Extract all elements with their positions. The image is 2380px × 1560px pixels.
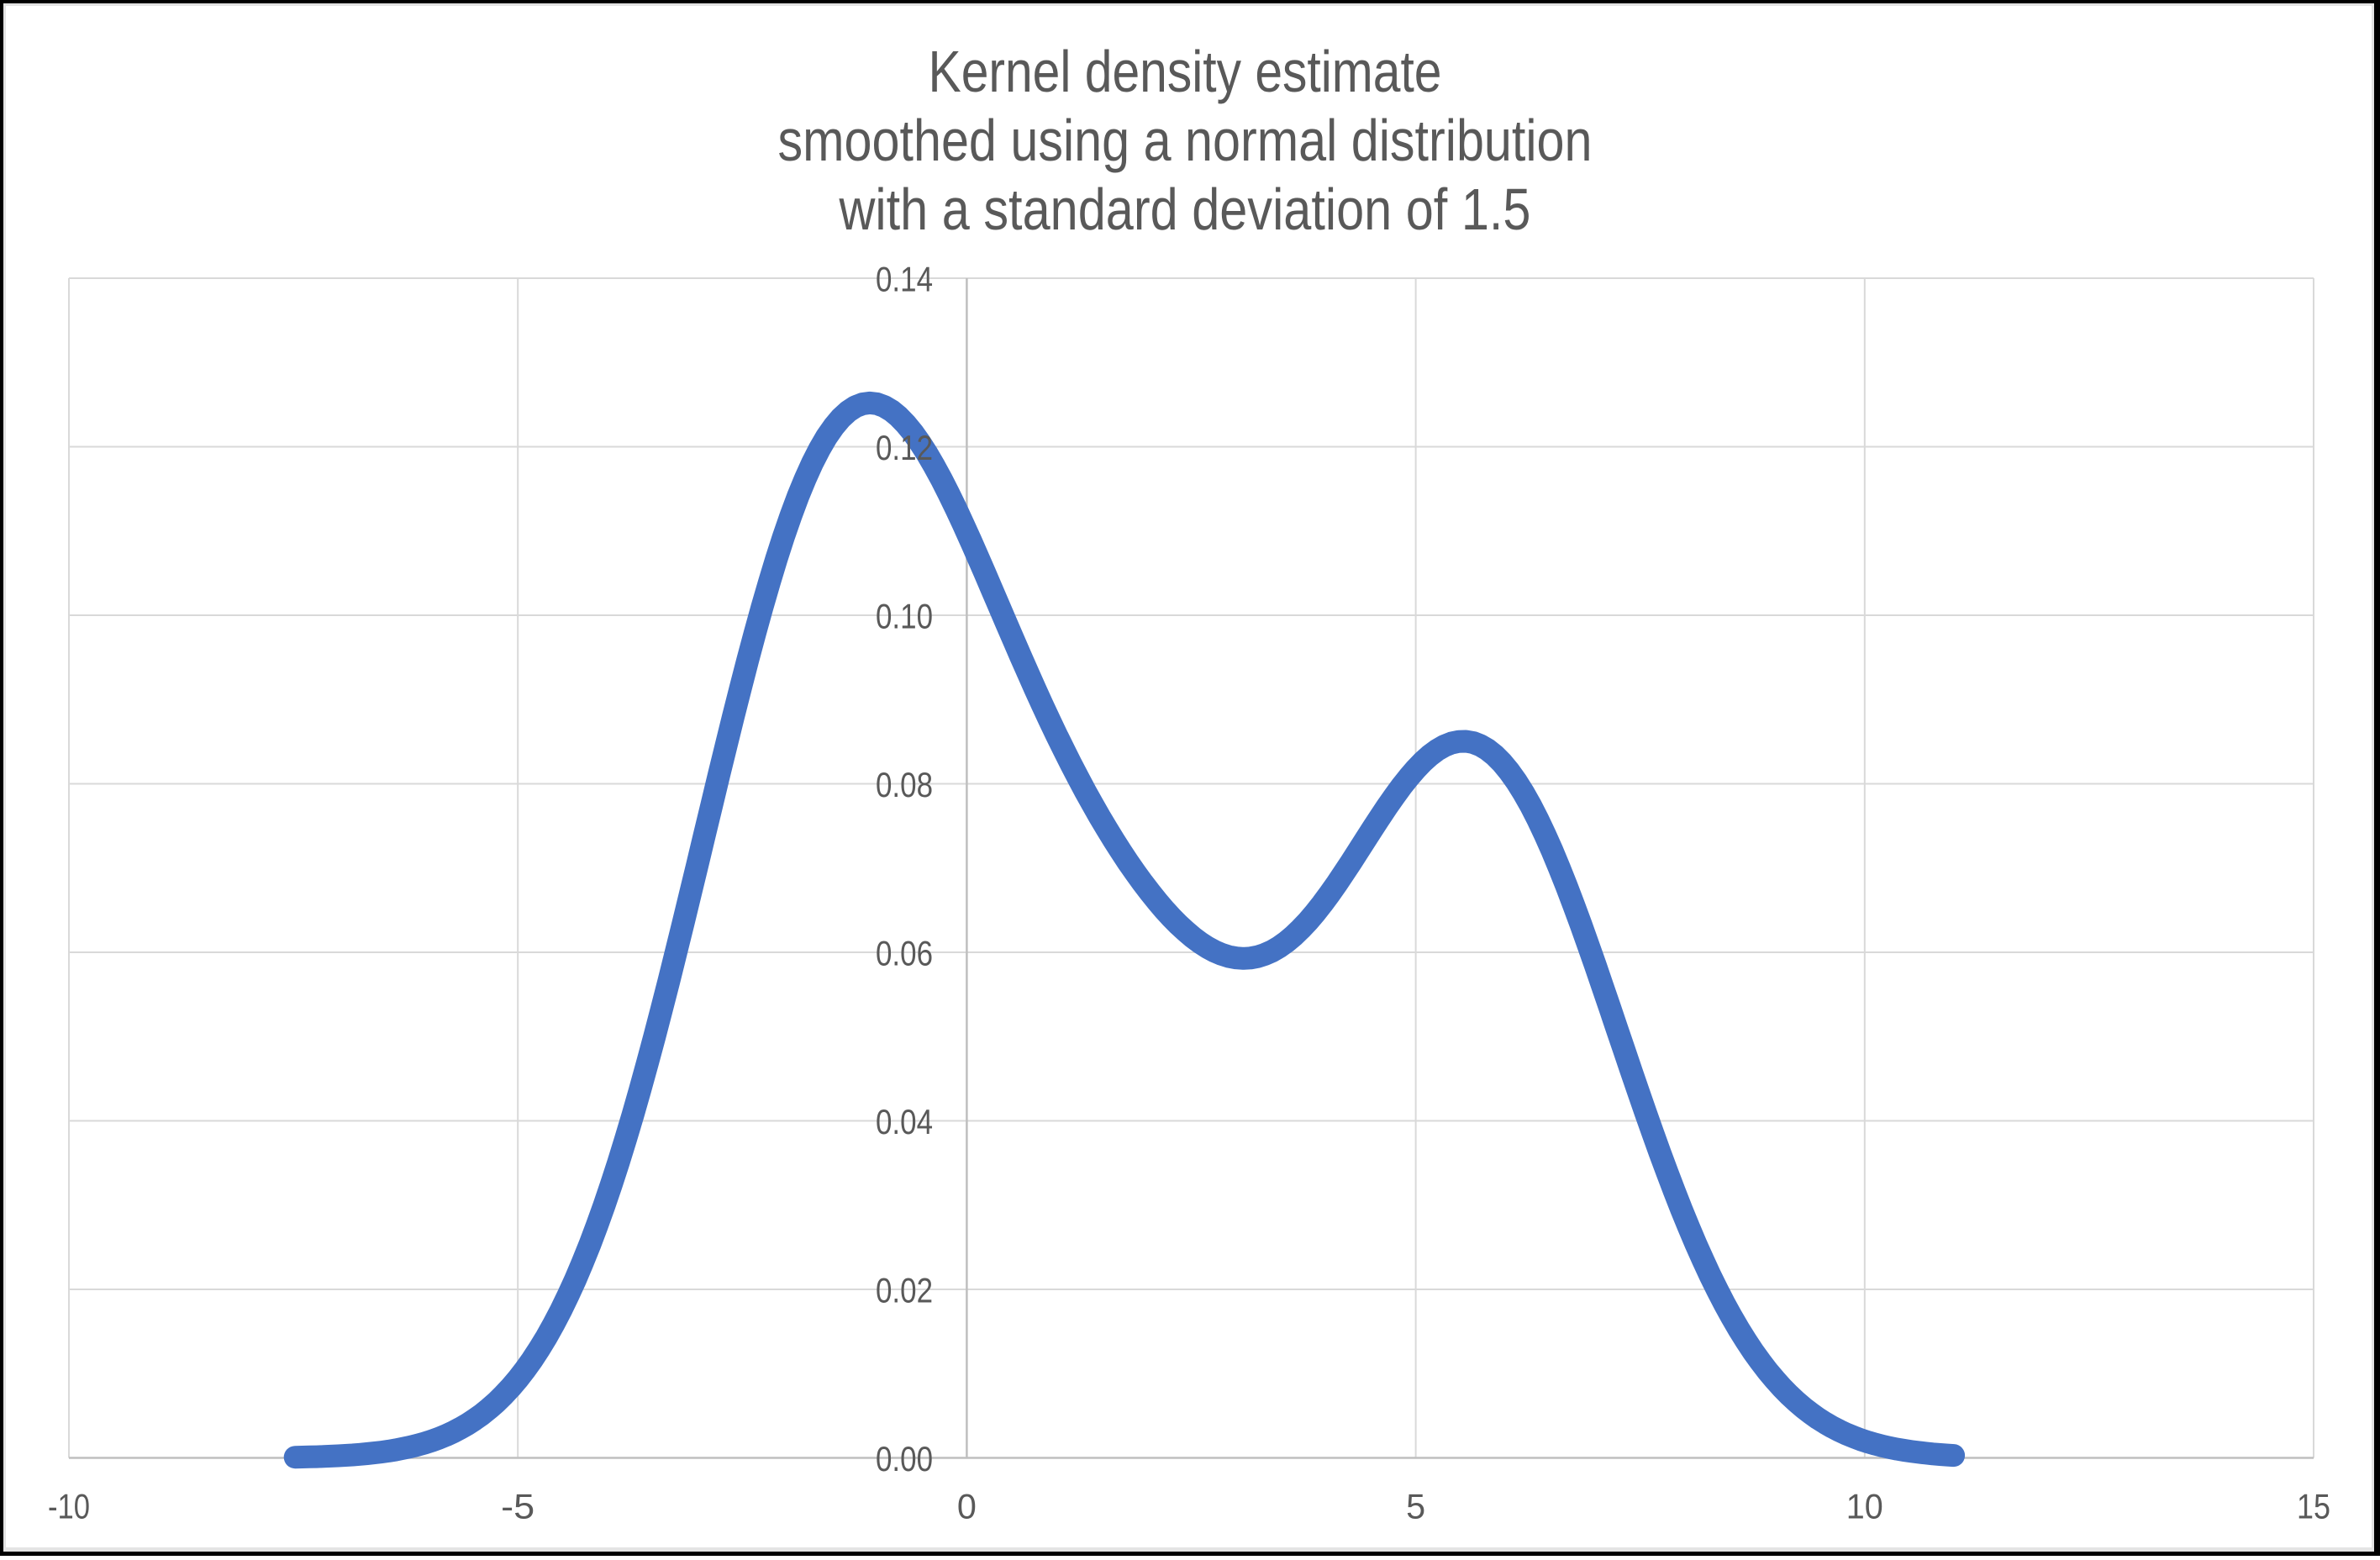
svg-text:Kernel density estimate: Kernel density estimate [929, 39, 1442, 104]
svg-text:15: 15 [2297, 1486, 2330, 1526]
svg-text:-5: -5 [501, 1486, 534, 1526]
svg-text:0.00: 0.00 [876, 1439, 933, 1478]
svg-text:0.04: 0.04 [876, 1102, 933, 1141]
svg-text:smoothed using a normal distri: smoothed using a normal distribution [778, 108, 1593, 173]
svg-text:0.02: 0.02 [876, 1270, 933, 1310]
svg-text:0.06: 0.06 [876, 933, 933, 972]
svg-text:0.12: 0.12 [876, 428, 933, 467]
svg-text:-10: -10 [48, 1486, 90, 1526]
svg-text:5: 5 [1406, 1486, 1425, 1526]
svg-text:0.08: 0.08 [876, 765, 933, 804]
svg-text:0: 0 [957, 1486, 977, 1526]
svg-text:0.10: 0.10 [876, 596, 933, 635]
svg-text:with a standard deviation of 1: with a standard deviation of 1.5 [839, 177, 1531, 242]
svg-text:10: 10 [1846, 1486, 1883, 1526]
svg-text:0.14: 0.14 [876, 259, 933, 298]
